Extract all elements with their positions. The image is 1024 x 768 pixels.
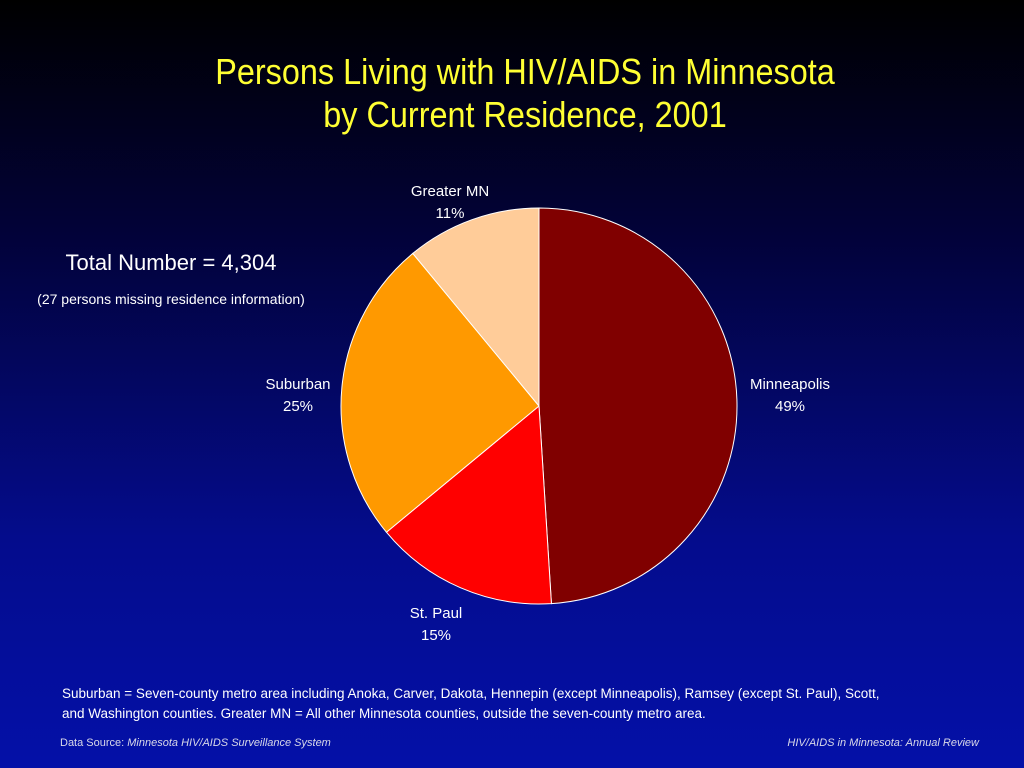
total-number-label: Total Number = 4,304	[65, 250, 277, 275]
pie-slice-greater-mn	[412, 207, 540, 408]
slice-pct-st-paul: 15%	[420, 627, 452, 644]
slice-pct-minneapolis: 49%	[774, 398, 806, 415]
data-source: Data Source: Minnesota HIV/AIDS Surveill…	[60, 737, 331, 749]
slice-pct-greater-mn: 11%	[435, 205, 465, 222]
report-name: HIV/AIDS in Minnesota: Annual Review	[787, 737, 979, 749]
pie-slice-minneapolis	[538, 207, 738, 605]
data-source-name: Minnesota HIV/AIDS Surveillance System	[127, 737, 331, 749]
slice-label-st-paul: St. Paul 15%	[396, 603, 476, 647]
pie-slice-suburban	[340, 252, 540, 533]
footnote-line-2: and Washington counties. Greater MN = Al…	[62, 706, 706, 721]
missing-residence-note: (27 persons missing residence informatio…	[37, 291, 305, 307]
chart-title-line-1: Persons Living with HIV/AIDS in Minnesot…	[215, 51, 835, 92]
pie-slice-st-paul	[385, 404, 552, 605]
slice-name-minneapolis: Minneapolis	[749, 376, 831, 393]
definition-footnote: Suburban = Seven-county metro area inclu…	[62, 684, 962, 724]
slice-label-minneapolis: Minneapolis 49%	[744, 374, 836, 418]
slice-name-greater-mn: Greater MN	[410, 183, 490, 200]
slice-pct-suburban: 25%	[282, 398, 314, 415]
slice-label-suburban: Suburban 25%	[256, 374, 340, 418]
slice-name-suburban: Suburban	[265, 376, 331, 393]
data-source-prefix: Data Source:	[60, 737, 128, 749]
slice-name-st-paul: St. Paul	[409, 605, 463, 622]
footnote-line-1: Suburban = Seven-county metro area inclu…	[62, 686, 880, 701]
chart-title-line-2: by Current Residence, 2001	[323, 94, 727, 135]
slice-label-greater-mn: Greater MN 11%	[400, 181, 500, 225]
chart-title: Persons Living with HIV/AIDS in Minnesot…	[53, 50, 998, 136]
